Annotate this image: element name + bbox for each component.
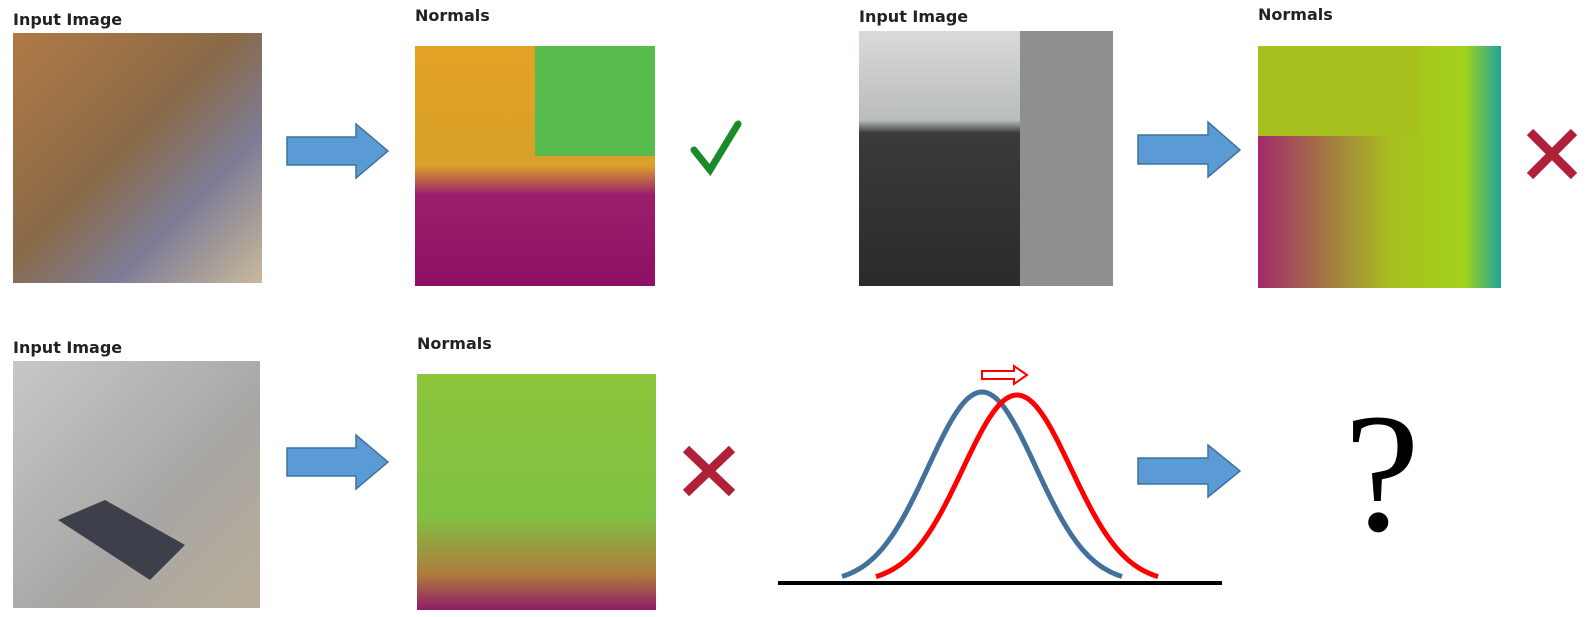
arrow xyxy=(287,124,388,178)
normals-region xyxy=(535,46,655,156)
input-label: Input Image xyxy=(13,10,122,29)
output-label: Normals xyxy=(417,334,492,353)
normals-region xyxy=(1258,46,1418,136)
question-mark: ? xyxy=(1344,379,1419,567)
arrow xyxy=(1138,122,1240,177)
arrow xyxy=(1138,445,1240,497)
normals-image xyxy=(417,374,656,610)
figure: Input Image Normals Input Image Normals … xyxy=(0,0,1586,617)
arrow xyxy=(287,435,388,489)
pillar xyxy=(1020,31,1113,286)
output-label: Normals xyxy=(1258,5,1333,24)
input-image xyxy=(13,33,262,283)
cross-icon xyxy=(686,449,732,493)
output-label: Normals xyxy=(415,6,490,25)
shift-arrow xyxy=(982,366,1027,384)
input-label: Input Image xyxy=(859,7,968,26)
input-label: Input Image xyxy=(13,338,122,357)
check-icon xyxy=(694,124,738,170)
cross-icon xyxy=(1530,132,1574,176)
